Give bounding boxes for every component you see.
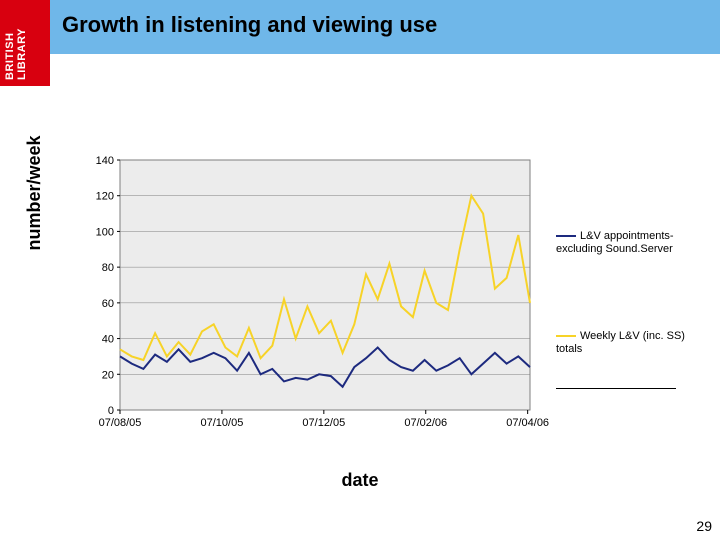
y-tick-label: 80 — [102, 262, 114, 274]
y-tick-label: 140 — [96, 155, 114, 167]
x-tick-label: 07/08/05 — [99, 417, 142, 429]
header-bar: BRITISH LIBRARY Growth in listening and … — [0, 0, 720, 86]
legend-swatch — [556, 235, 576, 237]
legend-swatch — [556, 335, 576, 337]
x-tick-label: 07/04/06 — [506, 417, 549, 429]
x-tick-label: 07/02/06 — [404, 417, 447, 429]
chart-svg: 0 20 40 60 80 100 120 140 07/08/05 07/10/05 07/12/… — [30, 150, 690, 450]
chart: 0 20 40 60 80 100 120 140 07/08/05 07/10/05 07/12/… — [30, 150, 690, 480]
y-tick-label: 100 — [96, 226, 114, 238]
british-library-logo: BRITISH LIBRARY — [0, 0, 50, 86]
legend-label: L&V appointments- excluding Sound.Server — [556, 230, 674, 255]
x-tick-label: 07/10/05 — [201, 417, 244, 429]
y-tick-label: 20 — [102, 369, 114, 381]
legend-divider — [556, 388, 676, 389]
slide-title: Growth in listening and viewing use — [62, 12, 437, 38]
legend-label: Weekly L&V (inc. SS) totals — [556, 330, 685, 355]
y-tick-label: 0 — [108, 405, 114, 417]
y-tick-label: 40 — [102, 334, 114, 346]
legend-item: Weekly L&V (inc. SS) totals — [556, 330, 686, 356]
page-number: 29 — [696, 518, 712, 534]
y-tick-label: 60 — [102, 298, 114, 310]
y-tick-label: 120 — [96, 191, 114, 203]
x-tick-label: 07/12/05 — [302, 417, 345, 429]
legend-item: L&V appointments- excluding Sound.Server — [556, 230, 686, 256]
